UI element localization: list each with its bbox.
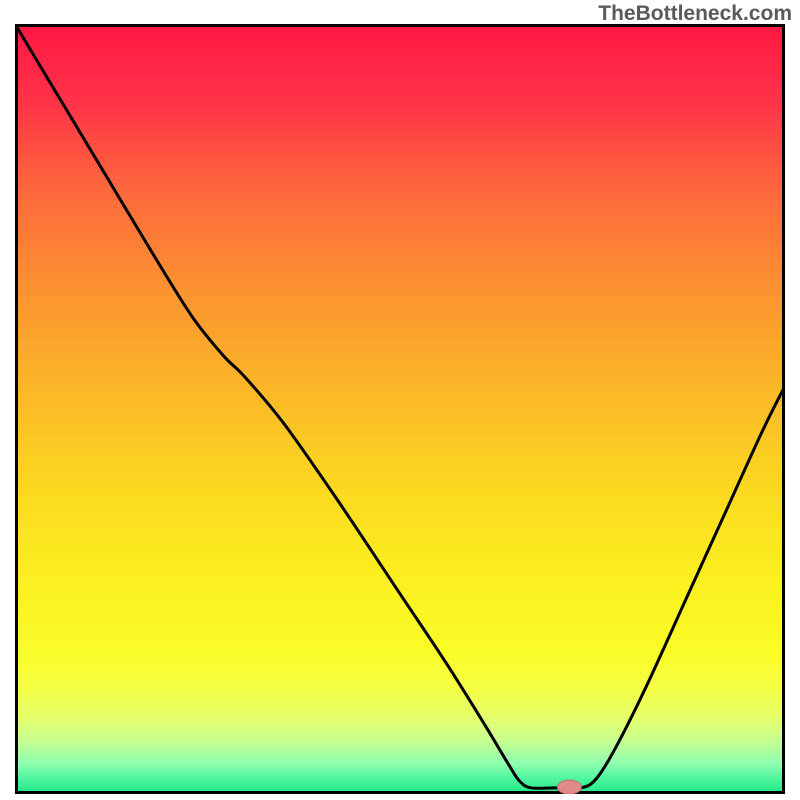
watermark-text: TheBottleneck.com bbox=[598, 2, 792, 26]
gradient-rect bbox=[15, 24, 785, 794]
plot-area bbox=[15, 24, 785, 794]
plot-svg bbox=[15, 24, 785, 794]
minimum-marker bbox=[557, 780, 581, 794]
chart-container: TheBottleneck.com bbox=[0, 0, 800, 800]
